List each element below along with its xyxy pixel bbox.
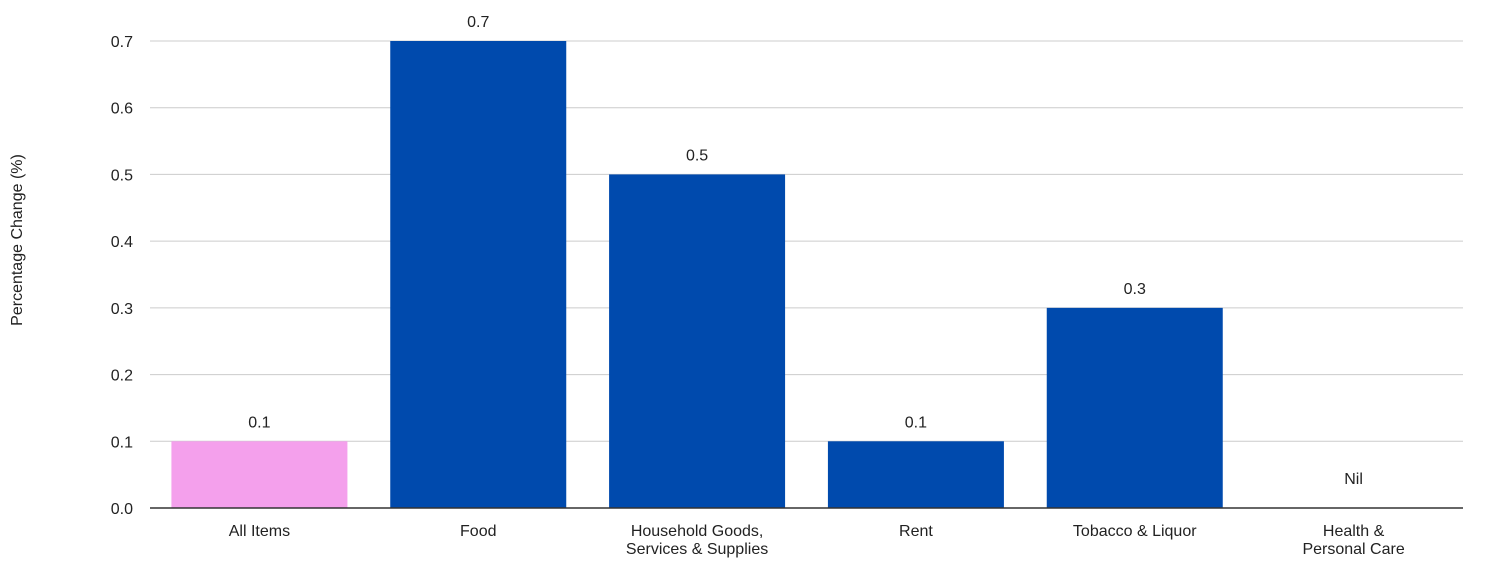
bar: [827, 441, 1004, 508]
data-label: 0.3: [1124, 281, 1146, 298]
y-tick-label: 0.1: [111, 434, 133, 451]
data-label: 0.1: [248, 414, 270, 431]
x-tick-label-line: Food: [460, 523, 496, 540]
y-tick-label: 0.6: [111, 101, 133, 118]
y-tick-label: 0.3: [111, 301, 133, 318]
y-tick-label: 0.4: [111, 234, 133, 251]
x-tick-label-line: Household Goods,: [631, 523, 764, 540]
x-tick-label-line: Health &: [1323, 523, 1385, 540]
bar: [171, 441, 348, 508]
x-tick-label-line: Rent: [899, 523, 933, 540]
x-tick-label-line: All Items: [229, 523, 290, 540]
bar: [609, 174, 786, 508]
x-tick-label-line: Tobacco & Liquor: [1073, 523, 1197, 540]
x-tick-label: Food: [460, 523, 496, 540]
data-label: Nil: [1344, 471, 1363, 488]
y-tick-label: 0.0: [111, 501, 133, 518]
x-tick-label-line: Services & Supplies: [626, 541, 768, 558]
y-tick-label: 0.5: [111, 167, 133, 184]
x-tick-label-line: Personal Care: [1302, 541, 1404, 558]
gridlines: [150, 40, 1463, 442]
x-tick-label: Rent: [899, 523, 933, 540]
bars: [171, 41, 1223, 508]
data-label: 0.5: [686, 147, 708, 164]
data-label: 0.7: [467, 14, 489, 31]
x-tick-label: All Items: [229, 523, 290, 540]
data-label: 0.1: [905, 414, 927, 431]
labels: 0.0 0.1 0.2 0.3 0.4 0.5 0.6 0.7 0.1 All Items 0.7 F…: [111, 14, 1405, 558]
x-tick-label: Household Goods, Services & Supplies: [626, 523, 768, 558]
bar: [1046, 307, 1223, 508]
y-tick-label: 0.7: [111, 34, 133, 51]
x-tick-label: Health & Personal Care: [1302, 523, 1404, 558]
y-tick-label: 0.2: [111, 368, 133, 385]
x-tick-label: Tobacco & Liquor: [1073, 523, 1197, 540]
bar: [390, 41, 567, 508]
y-axis-title: Percentage Change (%): [9, 154, 26, 326]
